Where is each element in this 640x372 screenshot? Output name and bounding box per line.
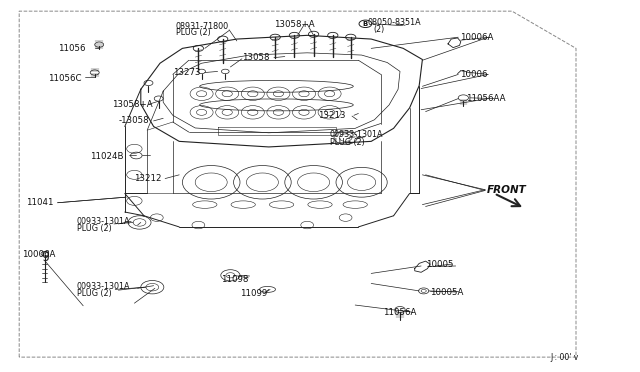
Text: 11056AA: 11056AA — [466, 94, 506, 103]
Text: 11024B: 11024B — [90, 152, 123, 161]
Circle shape — [270, 34, 280, 40]
Text: PLUG (2): PLUG (2) — [176, 28, 211, 37]
Circle shape — [308, 31, 319, 37]
Text: PLUG (2): PLUG (2) — [77, 224, 111, 233]
Circle shape — [95, 42, 104, 47]
Text: 11056: 11056 — [58, 44, 85, 53]
Circle shape — [289, 32, 300, 38]
Circle shape — [90, 70, 99, 75]
Circle shape — [218, 36, 228, 42]
Text: 13058+A: 13058+A — [112, 100, 152, 109]
Circle shape — [154, 96, 163, 101]
Circle shape — [198, 69, 205, 74]
Text: 11098: 11098 — [221, 275, 248, 283]
Text: 10005A: 10005A — [430, 288, 463, 296]
Text: 13058: 13058 — [242, 53, 269, 62]
Text: 00933-1301A: 00933-1301A — [330, 130, 383, 139]
Circle shape — [346, 34, 356, 40]
Text: -13058: -13058 — [118, 116, 149, 125]
Text: J : 00' v: J : 00' v — [550, 353, 579, 362]
Text: 00933-1301A: 00933-1301A — [77, 217, 131, 226]
Text: 13058+A: 13058+A — [274, 20, 314, 29]
Text: FRONT: FRONT — [486, 185, 526, 195]
Text: 13273: 13273 — [173, 68, 200, 77]
Text: 08931-71800: 08931-71800 — [176, 22, 229, 31]
Circle shape — [458, 95, 468, 101]
Text: 13213: 13213 — [318, 111, 346, 120]
Text: g: g — [41, 248, 49, 261]
Text: 00933-1301A: 00933-1301A — [77, 282, 131, 291]
Text: 10006: 10006 — [460, 70, 487, 79]
Circle shape — [221, 69, 229, 74]
Circle shape — [328, 32, 338, 38]
Text: B: B — [363, 21, 368, 27]
Text: 10006A: 10006A — [460, 33, 493, 42]
Text: 10005: 10005 — [426, 260, 453, 269]
Text: 11056A: 11056A — [383, 308, 416, 317]
Text: (2): (2) — [373, 25, 385, 34]
Text: 13212: 13212 — [134, 174, 162, 183]
Circle shape — [193, 45, 204, 51]
Circle shape — [395, 307, 405, 312]
Text: 10006A: 10006A — [22, 250, 56, 259]
Text: PLUG (2): PLUG (2) — [330, 138, 364, 147]
Text: 11041: 11041 — [26, 198, 53, 207]
Text: PLUG (2): PLUG (2) — [77, 289, 111, 298]
Text: 11056C: 11056C — [48, 74, 81, 83]
Text: 08050-8351A: 08050-8351A — [368, 18, 422, 27]
Circle shape — [144, 80, 153, 86]
Text: 11099: 11099 — [240, 289, 268, 298]
